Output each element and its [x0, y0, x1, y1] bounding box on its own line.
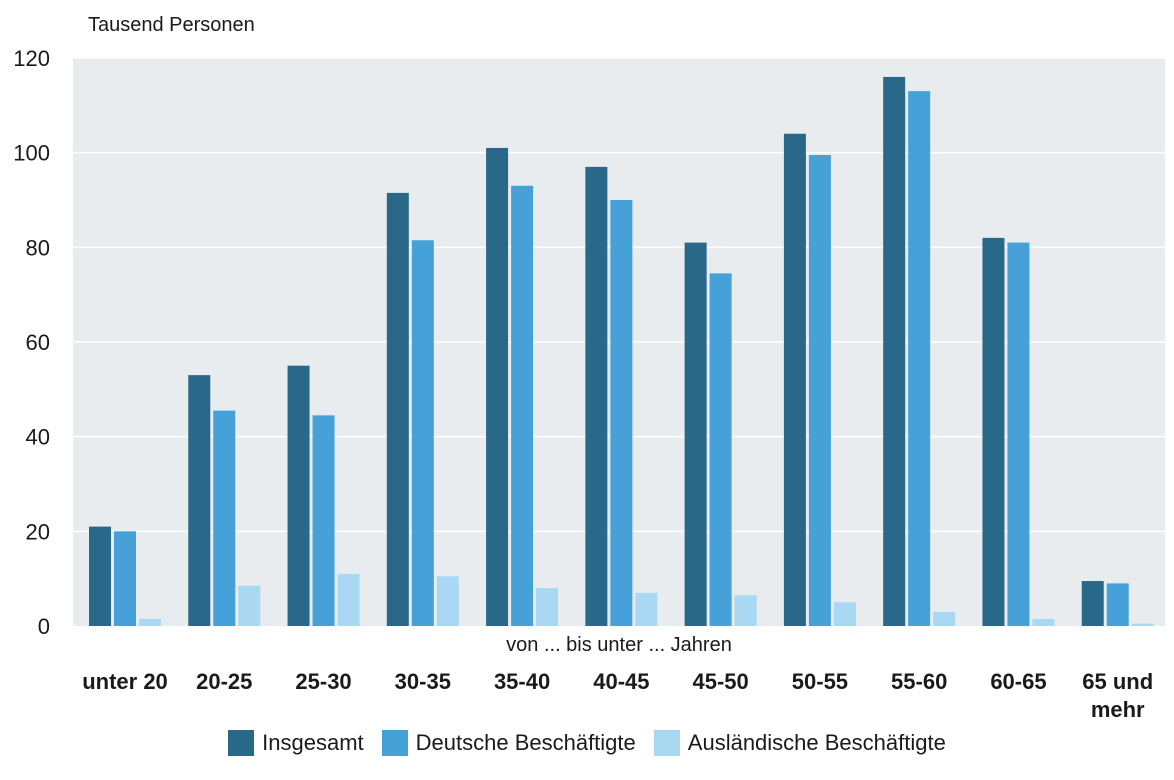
legend-label: Deutsche Beschäftigte: [415, 730, 636, 755]
bar: [114, 531, 136, 626]
x-tick-label: 50-55: [791, 669, 849, 694]
legend-label: Insgesamt: [262, 730, 364, 755]
legend: Insgesamt Deutsche Beschäftigte Ausländisc…: [0, 730, 1174, 756]
legend-label: Ausländische Beschäftigte: [687, 730, 946, 755]
bar: [486, 147, 509, 626]
bar: [808, 155, 831, 627]
bar: [610, 200, 633, 626]
x-axis-label: von ... bis unter ... Jahren: [506, 634, 732, 656]
bar: [783, 133, 806, 626]
x-tick-label: 45-50: [692, 669, 749, 694]
legend-swatch: [653, 730, 680, 756]
x-tick-label: 40-45: [593, 669, 650, 694]
bar: [312, 415, 335, 626]
x-tick-label: 35-40: [493, 669, 551, 694]
bar: [883, 76, 906, 626]
y-tick-label: 0: [38, 614, 50, 639]
bar: [1081, 581, 1104, 626]
bar: [436, 576, 459, 626]
bar: [585, 166, 608, 626]
x-tick-label: 65 und mehr: [1082, 669, 1154, 722]
y-tick-label: 60: [26, 330, 50, 355]
y-tick-label: 80: [26, 235, 50, 260]
legend-item: Deutsche Beschäftigte: [381, 730, 636, 756]
bar: [908, 91, 931, 627]
bar: [684, 242, 707, 626]
bar: [386, 192, 409, 626]
bar: [982, 237, 1005, 626]
legend-swatch: [228, 730, 255, 756]
x-tick-label: 60-65: [990, 669, 1047, 694]
bar: [337, 573, 360, 626]
y-tick-label: 120: [13, 46, 50, 71]
bar: [709, 273, 732, 626]
bar: [139, 618, 161, 626]
y-tick-label: 20: [26, 519, 50, 544]
bar: [1106, 583, 1129, 626]
bar: [933, 611, 956, 626]
bar: [833, 602, 856, 626]
bar: [188, 375, 211, 626]
legend-swatch: [381, 730, 408, 756]
x-tick-label: 55-60: [891, 669, 948, 694]
bar: [536, 588, 559, 626]
bar-chart: 0 20 40 60 80 100 120: [13, 46, 1165, 639]
x-tick-label: 20-25: [196, 669, 253, 694]
bar: [287, 365, 310, 626]
x-tick-label: 25-30: [295, 669, 352, 694]
y-unit-label: Tausend Personen: [88, 14, 255, 36]
x-tick-label: 30-35: [394, 669, 451, 694]
bar: [635, 592, 658, 626]
y-tick-label: 40: [26, 425, 50, 450]
bar: [734, 595, 757, 626]
x-tick-label: unter 20: [82, 669, 168, 694]
bar: [213, 410, 236, 626]
bar: [238, 585, 261, 626]
bar: [1007, 242, 1030, 626]
bar: [1131, 623, 1154, 626]
bar: [411, 240, 434, 626]
bar: [1032, 618, 1055, 626]
bar: [89, 526, 111, 626]
legend-item: Ausländische Beschäftigte: [653, 730, 946, 756]
y-tick-label: 100: [13, 141, 50, 166]
legend-item: Insgesamt: [228, 730, 364, 756]
bar: [511, 185, 534, 627]
